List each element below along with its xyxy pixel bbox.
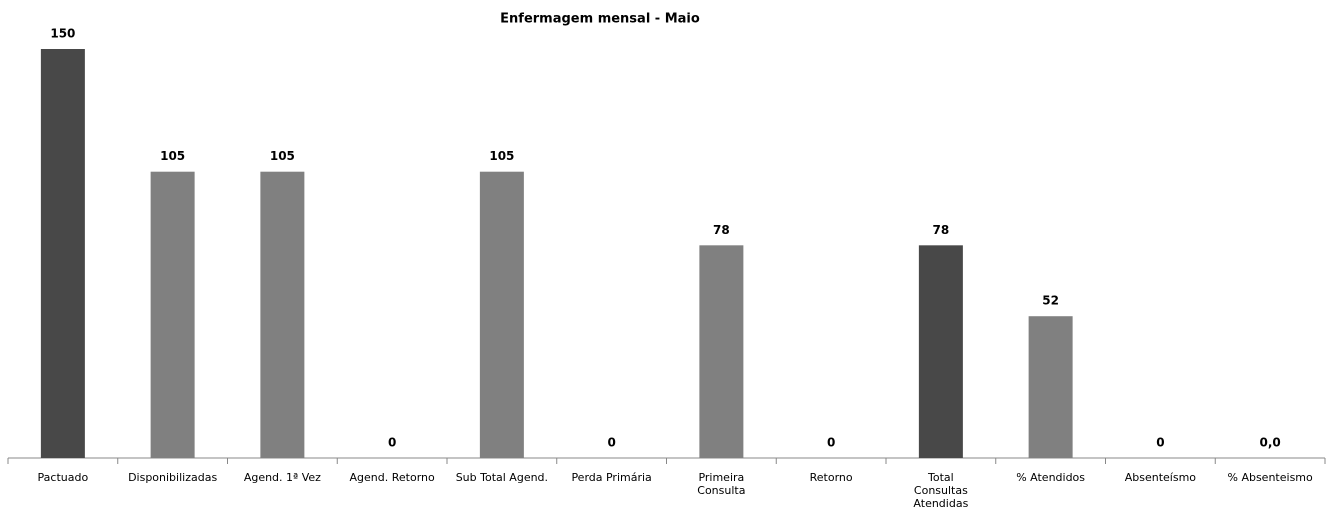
x-tick-label: Pactuado <box>37 471 89 484</box>
data-label: 0,0 <box>1259 436 1280 450</box>
data-label: 105 <box>489 149 514 163</box>
data-label: 78 <box>713 223 730 237</box>
data-label: 0 <box>827 436 835 450</box>
x-tick-label: Total Consultas Atendidas <box>913 471 969 510</box>
bar <box>699 245 744 458</box>
data-label: 150 <box>50 27 75 41</box>
x-tick-label: % Atendidos <box>1016 471 1086 484</box>
x-tick-label: Disponibilizadas <box>128 471 218 484</box>
data-label: 105 <box>160 149 185 163</box>
bar <box>479 171 524 458</box>
data-label: 105 <box>270 149 295 163</box>
x-tick-label: Perda Primária <box>571 471 652 484</box>
x-tick-label: % Absenteismo <box>1227 471 1313 484</box>
data-label: 0 <box>1156 436 1164 450</box>
bar <box>150 171 195 458</box>
data-label: 78 <box>933 223 950 237</box>
bar <box>918 245 963 458</box>
chart-title: Enfermagem mensal - Maio <box>500 12 700 27</box>
data-label: 0 <box>607 436 615 450</box>
x-tick-label: Absenteísmo <box>1124 471 1197 484</box>
bar <box>1028 316 1073 458</box>
x-tick-label: Primeira Consulta <box>697 471 746 497</box>
x-tick-label: Agend. Retorno <box>349 471 435 484</box>
x-tick-label: Agend. 1ª Vez <box>243 471 321 484</box>
data-label: 0 <box>388 436 396 450</box>
bar <box>260 171 305 458</box>
x-tick-label: Sub Total Agend. <box>455 471 549 484</box>
bar <box>40 49 85 458</box>
data-label: 52 <box>1042 294 1059 308</box>
x-tick-label: Retorno <box>809 471 853 484</box>
